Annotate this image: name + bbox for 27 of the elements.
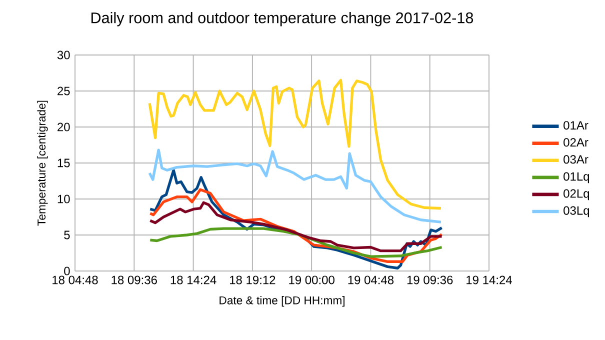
- legend-label: 02Ar: [564, 138, 588, 147]
- x-tick-label: 18 14:24: [170, 276, 216, 284]
- x-axis-title: Date & time [DD HH:mm]: [220, 296, 344, 307]
- x-tick-label: 19 00:00: [289, 276, 334, 284]
- line-series: [148, 78, 442, 210]
- x-tick-label: 18 19:12: [230, 276, 276, 284]
- line-series: [148, 201, 444, 252]
- legend-label: 03Ar: [564, 155, 588, 164]
- x-tick-label: 19 04:48: [348, 276, 394, 284]
- y-tick-label: 30: [57, 50, 70, 60]
- legend-label: 02Lq: [564, 189, 590, 200]
- y-tick-label: 0: [64, 266, 70, 276]
- legend-label: 01Lq: [564, 172, 590, 184]
- chart-title: Daily room and outdoor temperature change 2017-02-18: [91, 12, 474, 26]
- y-tick-label: 25: [58, 86, 70, 96]
- x-tick-label: 18 09:36: [112, 276, 157, 284]
- legend-label: 01Ar: [564, 121, 588, 130]
- line-series: [148, 148, 442, 224]
- legend-label: 03Lq: [564, 206, 590, 218]
- y-tick-label: 20: [58, 122, 70, 132]
- y-tick-label: 5: [64, 230, 70, 240]
- x-tick-label: 18 04:48: [52, 276, 98, 284]
- y-tick-label: 10: [58, 194, 70, 204]
- x-tick-label: 19 14:24: [466, 276, 512, 284]
- y-axis-title: Temperature [centigrade]: [37, 100, 48, 226]
- x-tick-label: 19 09:36: [407, 276, 453, 284]
- y-tick-label: 15: [58, 158, 70, 168]
